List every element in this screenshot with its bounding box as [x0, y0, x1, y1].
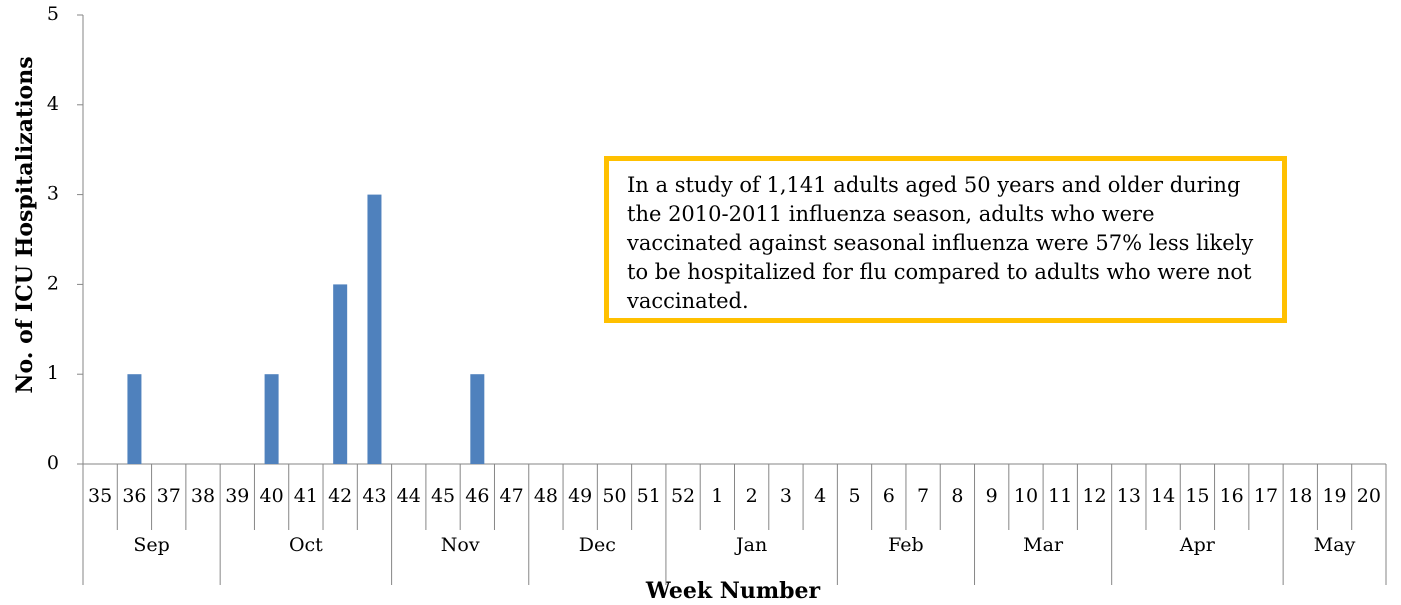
x-tick-label: 6: [883, 485, 895, 507]
x-tick-label: 44: [397, 485, 421, 507]
x-tick-label: 12: [1082, 485, 1106, 507]
group-label: Feb: [888, 534, 924, 556]
x-tick-label: 49: [568, 485, 592, 507]
x-tick-label: 40: [259, 485, 283, 507]
x-tick-label: 7: [917, 485, 929, 507]
annotation: In a study of 1,141 adults aged 50 years…: [604, 156, 1287, 323]
x-tick-label: 20: [1357, 485, 1381, 507]
group-label: May: [1314, 534, 1356, 556]
x-tick-label: 11: [1048, 485, 1072, 507]
bar: [333, 284, 348, 464]
x-tick-label: 2: [746, 485, 758, 507]
x-tick-label: 50: [602, 485, 626, 507]
x-axis-title: Week Number: [645, 578, 821, 604]
bar: [127, 374, 142, 464]
group-label: Sep: [133, 534, 169, 556]
x-tick-label: 37: [157, 485, 181, 507]
group-label: Oct: [289, 534, 323, 556]
y-tick-label: 3: [47, 183, 59, 205]
y-tick-label: 1: [47, 362, 59, 384]
x-tick-label: 13: [1117, 485, 1141, 507]
x-tick-label: 4: [814, 485, 826, 507]
x-tick-label: 52: [671, 485, 695, 507]
bar: [367, 194, 382, 464]
x-tick-label: 1: [711, 485, 723, 507]
y-tick-label: 2: [47, 272, 59, 294]
x-tick-label: 45: [431, 485, 455, 507]
x-tick-label: 10: [1014, 485, 1038, 507]
x-tick-label: 39: [225, 485, 249, 507]
bar: [470, 374, 485, 464]
x-tick-label: 41: [294, 485, 318, 507]
x-tick-label: 3: [780, 485, 792, 507]
x-tick-label: 9: [986, 485, 998, 507]
x-tick-label: 42: [328, 485, 352, 507]
group-label: Mar: [1023, 534, 1064, 556]
x-tick-label: 15: [1185, 485, 1209, 507]
x-tick-label: 14: [1151, 485, 1175, 507]
bar: [264, 374, 279, 464]
x-tick-label: 47: [500, 485, 524, 507]
x-tick-label: 38: [191, 485, 215, 507]
group-label: Jan: [734, 534, 767, 556]
x-tick-label: 17: [1254, 485, 1278, 507]
group-label: Dec: [579, 534, 616, 556]
x-tick-label: 43: [362, 485, 386, 507]
x-tick-label: 35: [88, 485, 112, 507]
y-tick-label: 0: [47, 452, 59, 474]
x-tick-label: 16: [1220, 485, 1244, 507]
x-tick-label: 46: [465, 485, 489, 507]
x-tick-label: 18: [1288, 485, 1312, 507]
group-label: Nov: [441, 534, 480, 556]
y-tick-label: 4: [47, 93, 59, 115]
y-axis-title: No. of ICU Hospitalizations: [12, 56, 38, 393]
x-tick-label: 8: [951, 485, 963, 507]
x-tick-label: 5: [848, 485, 860, 507]
group-label: Apr: [1179, 534, 1216, 556]
x-tick-label: 19: [1322, 485, 1346, 507]
x-tick-label: 51: [637, 485, 661, 507]
y-tick-label: 5: [47, 3, 59, 25]
x-tick-label: 48: [534, 485, 558, 507]
x-tick-label: 36: [122, 485, 146, 507]
